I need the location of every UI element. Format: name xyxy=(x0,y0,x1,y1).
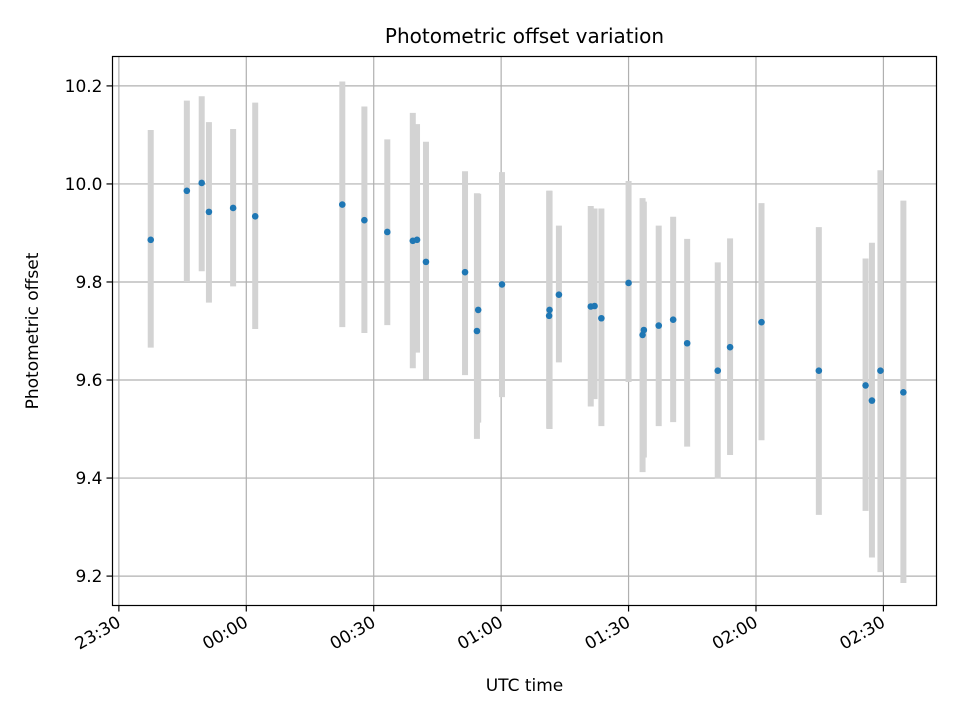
y-tick-label: 10.2 xyxy=(65,77,103,97)
data-point xyxy=(555,291,563,299)
data-point xyxy=(598,314,605,322)
data-point xyxy=(413,236,421,244)
data-point xyxy=(229,204,237,212)
data-point xyxy=(422,258,430,266)
data-points xyxy=(147,179,907,404)
data-point xyxy=(473,327,481,335)
data-point xyxy=(815,367,823,375)
data-point xyxy=(714,367,722,375)
y-tick-label: 9.8 xyxy=(75,273,102,293)
y-tick-label: 9.4 xyxy=(75,469,102,489)
data-point xyxy=(868,397,876,404)
data-point xyxy=(198,179,205,187)
y-axis-title: Photometric offset xyxy=(23,252,43,409)
data-point xyxy=(474,306,482,314)
data-point xyxy=(900,388,907,396)
data-point xyxy=(683,339,691,347)
data-point xyxy=(655,322,663,329)
data-point xyxy=(338,201,346,208)
data-point xyxy=(877,367,884,375)
plot-frame xyxy=(111,55,938,607)
data-point xyxy=(546,306,553,314)
y-tick-label: 9.6 xyxy=(75,371,102,391)
data-point xyxy=(591,302,598,310)
data-point xyxy=(384,228,391,236)
data-point xyxy=(669,316,677,324)
chart-title: Photometric offset variation xyxy=(385,24,664,48)
data-point xyxy=(862,382,869,389)
data-point xyxy=(361,216,368,224)
data-point xyxy=(461,268,469,276)
grid-lines xyxy=(112,56,937,606)
y-axis: 9.2 9.4 9.6 9.8 10.0 10.2 xyxy=(65,77,113,587)
data-point xyxy=(183,187,191,195)
y-tick-label: 10.0 xyxy=(65,175,103,195)
data-point xyxy=(545,312,553,320)
data-point xyxy=(498,281,506,288)
y-tick-label: 9.2 xyxy=(75,567,102,587)
data-point xyxy=(625,279,632,287)
data-point xyxy=(205,208,213,216)
data-point xyxy=(147,236,155,244)
x-axis-title: UTC time xyxy=(486,676,564,696)
data-point xyxy=(640,326,648,334)
data-point xyxy=(726,343,734,351)
data-point xyxy=(251,212,259,220)
data-point xyxy=(758,318,765,326)
